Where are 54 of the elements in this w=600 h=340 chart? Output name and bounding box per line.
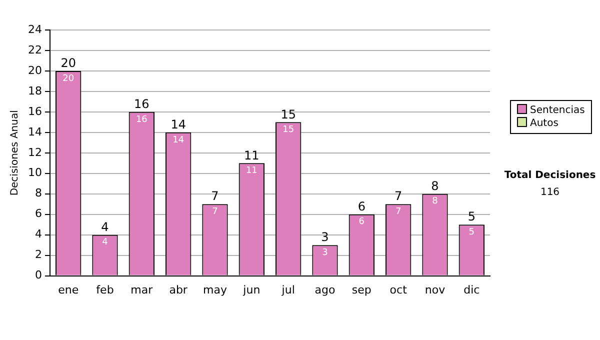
data-label: 3 [322,248,328,258]
y-tick-label: 2 [34,248,42,262]
x-tick-label: oct [390,283,408,296]
data-label: 14 [172,135,184,146]
total-label: 8 [431,178,439,193]
data-label: 20 [62,74,74,84]
total-label: 3 [321,230,329,244]
total-label: 16 [134,97,150,112]
total-label: 20 [60,56,76,70]
data-label: 11 [246,166,258,176]
total-label: 4 [101,220,109,234]
data-label: 6 [358,217,365,228]
y-tick-label: 12 [28,146,42,159]
data-label: 5 [468,227,475,238]
legend-label: Autos [529,117,560,130]
y-tick-label: 6 [34,207,42,220]
y-tick-label: 0 [34,268,42,282]
text: Total Decisiones [503,170,597,181]
y-tick-label: 24 [28,22,42,36]
data-label: 15 [282,125,294,136]
text: 116 [539,187,561,198]
total-label: 15 [280,107,296,122]
total-label: 5 [468,210,476,224]
x-tick-label: may [203,283,228,296]
y-tick-label: 16 [28,104,42,118]
data-label: 4 [102,238,108,248]
y-tick-label: 4 [34,228,42,241]
x-tick-label: nov [424,283,446,296]
x-tick-label: jul [280,283,295,296]
y-tick-label: 14 [28,125,42,138]
total-label: 6 [358,199,366,214]
y-axis-title: Decisiones Anual [10,110,21,196]
x-tick-label: mar [130,283,154,296]
x-tick-label: ene [58,283,79,296]
legend-label: Sentencias [529,104,585,117]
x-tick-label: dic [464,283,480,296]
y-tick-label: 10 [28,166,42,180]
total-label: 11 [244,148,260,162]
x-tick-label: abr [169,283,188,296]
data-label: 16 [136,114,148,125]
total-label: 7 [211,189,219,204]
total-label: 14 [170,118,186,132]
total-label: 7 [394,189,402,204]
y-tick-label: 20 [28,64,42,77]
x-tick-label: jun [242,283,260,296]
data-label: 7 [212,206,218,217]
y-tick-label: 8 [34,186,42,200]
y-tick-label: 22 [28,43,42,56]
x-tick-label: feb [96,283,114,296]
x-tick-label: sep [352,283,372,296]
data-label: 7 [395,206,402,217]
x-tick-label: ago [314,283,336,296]
data-label: 8 [432,196,438,207]
y-tick-label: 18 [28,84,42,98]
